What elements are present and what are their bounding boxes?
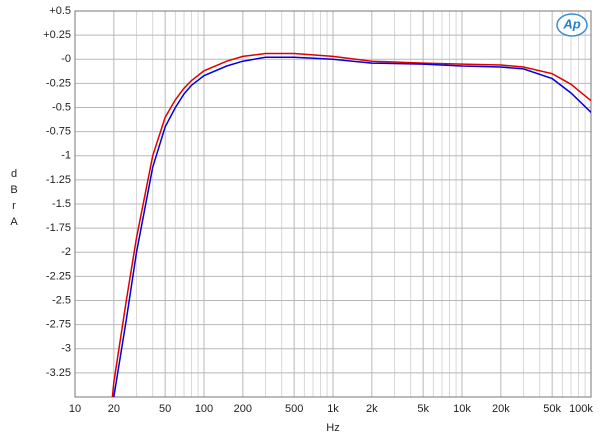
y-tick-label: -1 — [61, 150, 71, 162]
plot-border — [74, 10, 592, 398]
x-tick-label: 10k — [453, 403, 471, 415]
logo-badge — [556, 13, 588, 37]
x-tick-label: 2k — [366, 403, 378, 415]
x-tick-label: 1k — [327, 403, 339, 415]
y-tick-label: -2 — [61, 246, 71, 258]
series-line — [113, 56, 591, 397]
y-tick-label: +0.25 — [43, 29, 71, 41]
x-axis-label: Hz — [326, 422, 339, 434]
x-tick-label: 100k — [569, 403, 593, 415]
x-tick-label: 10 — [69, 403, 81, 415]
y-axis-label: dBrA — [8, 168, 20, 232]
x-tick-label: 100 — [195, 403, 213, 415]
x-tick-label: 500 — [285, 403, 303, 415]
y-tick-label: -0.75 — [46, 126, 71, 138]
x-tick-label: 5k — [417, 403, 429, 415]
y-tick-label: -2.75 — [46, 319, 71, 331]
y-tick-label: -0 — [61, 53, 71, 65]
y-tick-label: -0.5 — [52, 101, 71, 113]
y-tick-label: -2.25 — [46, 270, 71, 282]
logo: Ap — [562, 16, 580, 31]
y-tick-label: -1.25 — [46, 174, 71, 186]
y-tick-label: -0.25 — [46, 77, 71, 89]
y-tick-label: -3 — [61, 343, 71, 355]
x-tick-label: 200 — [234, 403, 252, 415]
x-tick-label: 20k — [492, 403, 510, 415]
y-tick-label: -3.25 — [46, 367, 71, 379]
y-tick-label: -1.5 — [52, 198, 71, 210]
y-tick-label: -2.5 — [52, 294, 71, 306]
x-tick-label: 20 — [108, 403, 120, 415]
x-tick-label: 50k — [543, 403, 561, 415]
series-line — [111, 52, 591, 397]
x-tick-label: 50 — [159, 403, 171, 415]
y-tick-label: +0.5 — [49, 5, 71, 17]
y-tick-label: -1.75 — [46, 222, 71, 234]
